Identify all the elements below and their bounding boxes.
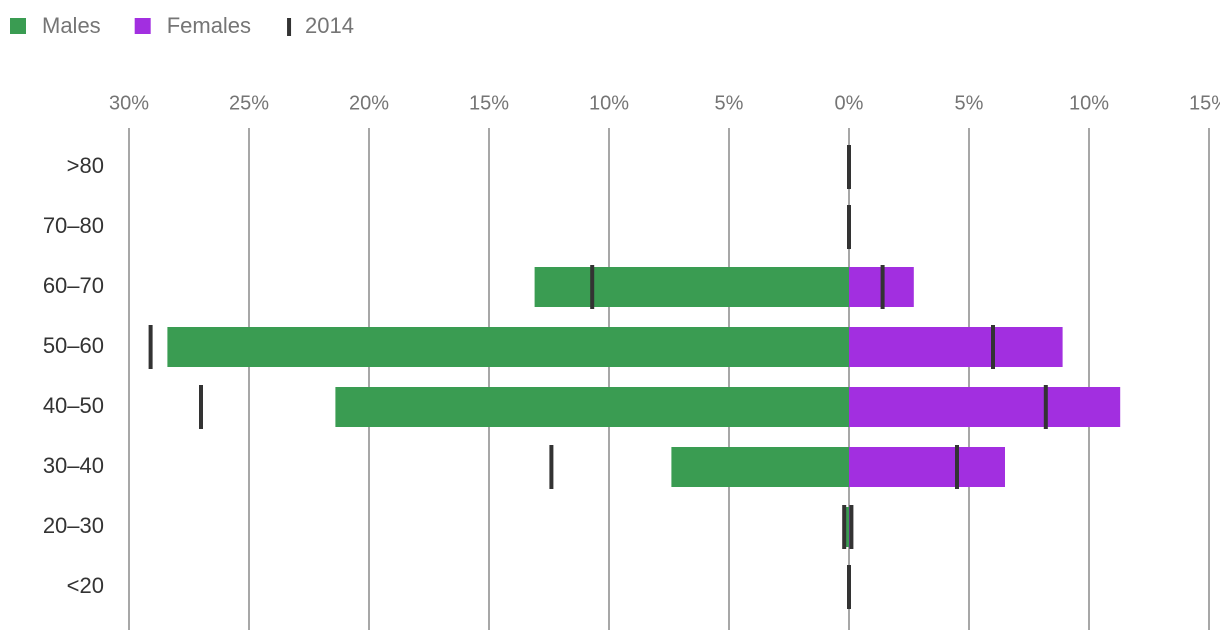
bar	[849, 327, 1063, 367]
bar	[844, 507, 849, 547]
marker	[991, 325, 995, 369]
marker	[148, 325, 153, 369]
legend-swatch	[10, 18, 26, 34]
legend-swatch	[287, 18, 292, 36]
marker	[880, 265, 885, 309]
x-tick-label: 10%	[589, 92, 629, 114]
marker	[847, 145, 851, 189]
x-tick-label: 10%	[1069, 92, 1109, 114]
x-tick-label: 25%	[229, 92, 269, 114]
category-label: >80	[67, 153, 104, 178]
x-tick-label: 30%	[109, 92, 149, 114]
legend-label: Females	[167, 13, 251, 38]
legend-label: Males	[42, 13, 101, 38]
marker	[199, 385, 203, 429]
bar	[534, 267, 849, 307]
bar	[167, 327, 849, 367]
marker	[842, 505, 847, 549]
x-tick-label: 0%	[835, 92, 864, 114]
x-tick-label: 15%	[469, 92, 509, 114]
legend-swatch	[134, 18, 151, 34]
marker	[849, 505, 854, 549]
marker	[955, 445, 959, 489]
x-tick-label: 5%	[715, 92, 744, 114]
marker	[847, 205, 851, 249]
legend-label: 2014	[305, 13, 354, 38]
bar	[849, 387, 1121, 427]
bar	[849, 447, 1005, 487]
bar	[335, 387, 849, 427]
marker	[847, 565, 851, 609]
x-tick-label: 15%	[1189, 92, 1220, 114]
category-label: <20	[67, 573, 104, 598]
bar	[671, 447, 849, 487]
marker	[590, 265, 595, 309]
marker	[549, 445, 554, 489]
category-label: 30–40	[43, 453, 104, 478]
x-tick-label: 20%	[349, 92, 389, 114]
marker	[1043, 385, 1048, 429]
category-label: 40–50	[43, 393, 104, 418]
category-label: 70–80	[43, 213, 104, 238]
x-tick-label: 5%	[955, 92, 984, 114]
category-label: 60–70	[43, 273, 104, 298]
category-label: 20–30	[43, 513, 104, 538]
category-label: 50–60	[43, 333, 104, 358]
